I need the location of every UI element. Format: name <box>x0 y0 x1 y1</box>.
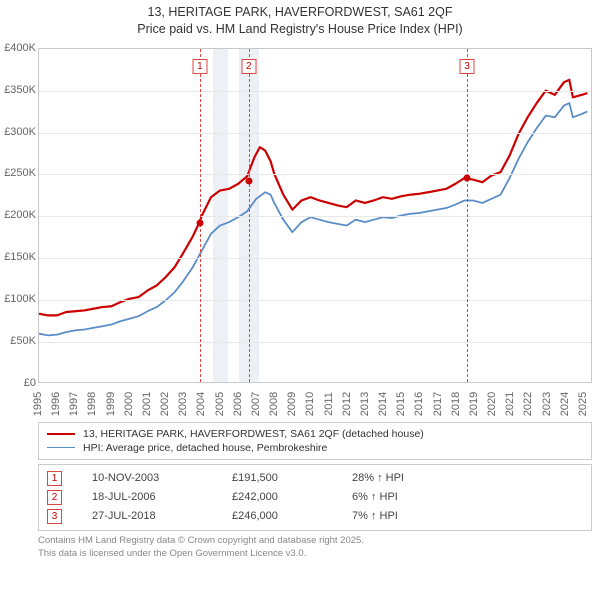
x-axis-label: 1998 <box>86 392 98 416</box>
x-axis-label: 2012 <box>341 392 353 416</box>
y-axis-label: £350K <box>0 84 36 96</box>
x-axis-label: 2022 <box>522 392 534 416</box>
gridline <box>39 133 591 134</box>
title-line-1: 13, HERITAGE PARK, HAVERFORDWEST, SA61 2… <box>0 4 600 21</box>
transaction-marker: 2 <box>47 490 62 505</box>
chart-container: 13, HERITAGE PARK, HAVERFORDWEST, SA61 2… <box>0 0 600 560</box>
x-axis-label: 2004 <box>195 392 207 416</box>
chart-svg <box>39 49 591 382</box>
gridline <box>39 342 591 343</box>
series-price_paid <box>39 80 587 316</box>
gridline <box>39 91 591 92</box>
x-axis-label: 2003 <box>177 392 189 416</box>
transaction-marker: 3 <box>47 509 62 524</box>
marker-line <box>467 49 468 382</box>
legend-label: 13, HERITAGE PARK, HAVERFORDWEST, SA61 2… <box>83 428 424 440</box>
chart-title-block: 13, HERITAGE PARK, HAVERFORDWEST, SA61 2… <box>0 0 600 40</box>
x-axis-label: 2021 <box>504 392 516 416</box>
marker-dot <box>245 178 252 185</box>
marker-box: 3 <box>460 59 475 74</box>
footnote-line-1: Contains HM Land Registry data © Crown c… <box>38 535 592 548</box>
gridline <box>39 300 591 301</box>
chart-area: 1 2 3 £0 £50K £100K £150K £200K £250K £300K £350K… <box>0 40 600 420</box>
transaction-hpi: 7% ↑ HPI <box>352 510 398 522</box>
legend-item: HPI: Average price, detached house, Pemb… <box>47 441 583 455</box>
x-axis-label: 2006 <box>232 392 244 416</box>
transaction-table: 1 10-NOV-2003 £191,500 28% ↑ HPI 2 18-JUL-200… <box>38 464 592 531</box>
x-axis-label: 2008 <box>268 392 280 416</box>
x-axis-label: 2016 <box>413 392 425 416</box>
transaction-date: 10-NOV-2003 <box>92 472 202 484</box>
transaction-hpi: 6% ↑ HPI <box>352 491 398 503</box>
y-axis-label: £200K <box>0 209 36 221</box>
marker-line <box>200 49 201 382</box>
y-axis-label: £0 <box>0 377 36 389</box>
x-axis-label: 1996 <box>50 392 62 416</box>
marker-box: 1 <box>192 59 207 74</box>
legend-item: 13, HERITAGE PARK, HAVERFORDWEST, SA61 2… <box>47 427 583 441</box>
transaction-date: 18-JUL-2006 <box>92 491 202 503</box>
marker-dot <box>464 174 471 181</box>
x-axis-label: 2000 <box>123 392 135 416</box>
legend-swatch <box>47 447 75 448</box>
x-axis-label: 2019 <box>468 392 480 416</box>
x-axis-label: 2023 <box>541 392 553 416</box>
transaction-row: 1 10-NOV-2003 £191,500 28% ↑ HPI <box>47 469 583 488</box>
transaction-price: £191,500 <box>232 472 322 484</box>
x-axis-label: 2005 <box>214 392 226 416</box>
y-axis-label: £100K <box>0 293 36 305</box>
plot-region: 1 2 3 <box>38 48 592 383</box>
title-line-2: Price paid vs. HM Land Registry's House … <box>0 21 600 38</box>
marker-box: 2 <box>241 59 256 74</box>
x-axis-label: 1999 <box>105 392 117 416</box>
gridline <box>39 216 591 217</box>
x-axis-label: 2025 <box>577 392 589 416</box>
legend-swatch <box>47 433 75 435</box>
x-axis-label: 1997 <box>68 392 80 416</box>
transaction-price: £242,000 <box>232 491 322 503</box>
x-axis-label: 2011 <box>323 392 335 416</box>
marker-dot <box>196 220 203 227</box>
transaction-price: £246,000 <box>232 510 322 522</box>
x-axis-label: 2015 <box>395 392 407 416</box>
y-axis-label: £250K <box>0 167 36 179</box>
y-axis-label: £150K <box>0 251 36 263</box>
x-axis-label: 2002 <box>159 392 171 416</box>
x-axis-label: 2020 <box>486 392 498 416</box>
transaction-marker: 1 <box>47 471 62 486</box>
y-axis-label: £50K <box>0 335 36 347</box>
x-axis-label: 2018 <box>450 392 462 416</box>
y-axis-label: £300K <box>0 126 36 138</box>
transaction-row: 2 18-JUL-2006 £242,000 6% ↑ HPI <box>47 488 583 507</box>
footnote-line-2: This data is licensed under the Open Gov… <box>38 548 592 561</box>
legend-label: HPI: Average price, detached house, Pemb… <box>83 442 327 454</box>
x-axis-label: 2024 <box>559 392 571 416</box>
x-axis-label: 2013 <box>359 392 371 416</box>
y-axis-label: £400K <box>0 42 36 54</box>
x-axis-label: 2010 <box>304 392 316 416</box>
gridline <box>39 258 591 259</box>
transaction-row: 3 27-JUL-2018 £246,000 7% ↑ HPI <box>47 507 583 526</box>
x-axis-label: 2017 <box>432 392 444 416</box>
transaction-date: 27-JUL-2018 <box>92 510 202 522</box>
transaction-hpi: 28% ↑ HPI <box>352 472 404 484</box>
gridline <box>39 174 591 175</box>
x-axis-label: 1995 <box>32 392 44 416</box>
x-axis-label: 2007 <box>250 392 262 416</box>
marker-line <box>249 49 250 382</box>
legend: 13, HERITAGE PARK, HAVERFORDWEST, SA61 2… <box>38 422 592 460</box>
x-axis-label: 2009 <box>286 392 298 416</box>
x-axis-label: 2001 <box>141 392 153 416</box>
x-axis-label: 2014 <box>377 392 389 416</box>
footnote: Contains HM Land Registry data © Crown c… <box>38 535 592 561</box>
